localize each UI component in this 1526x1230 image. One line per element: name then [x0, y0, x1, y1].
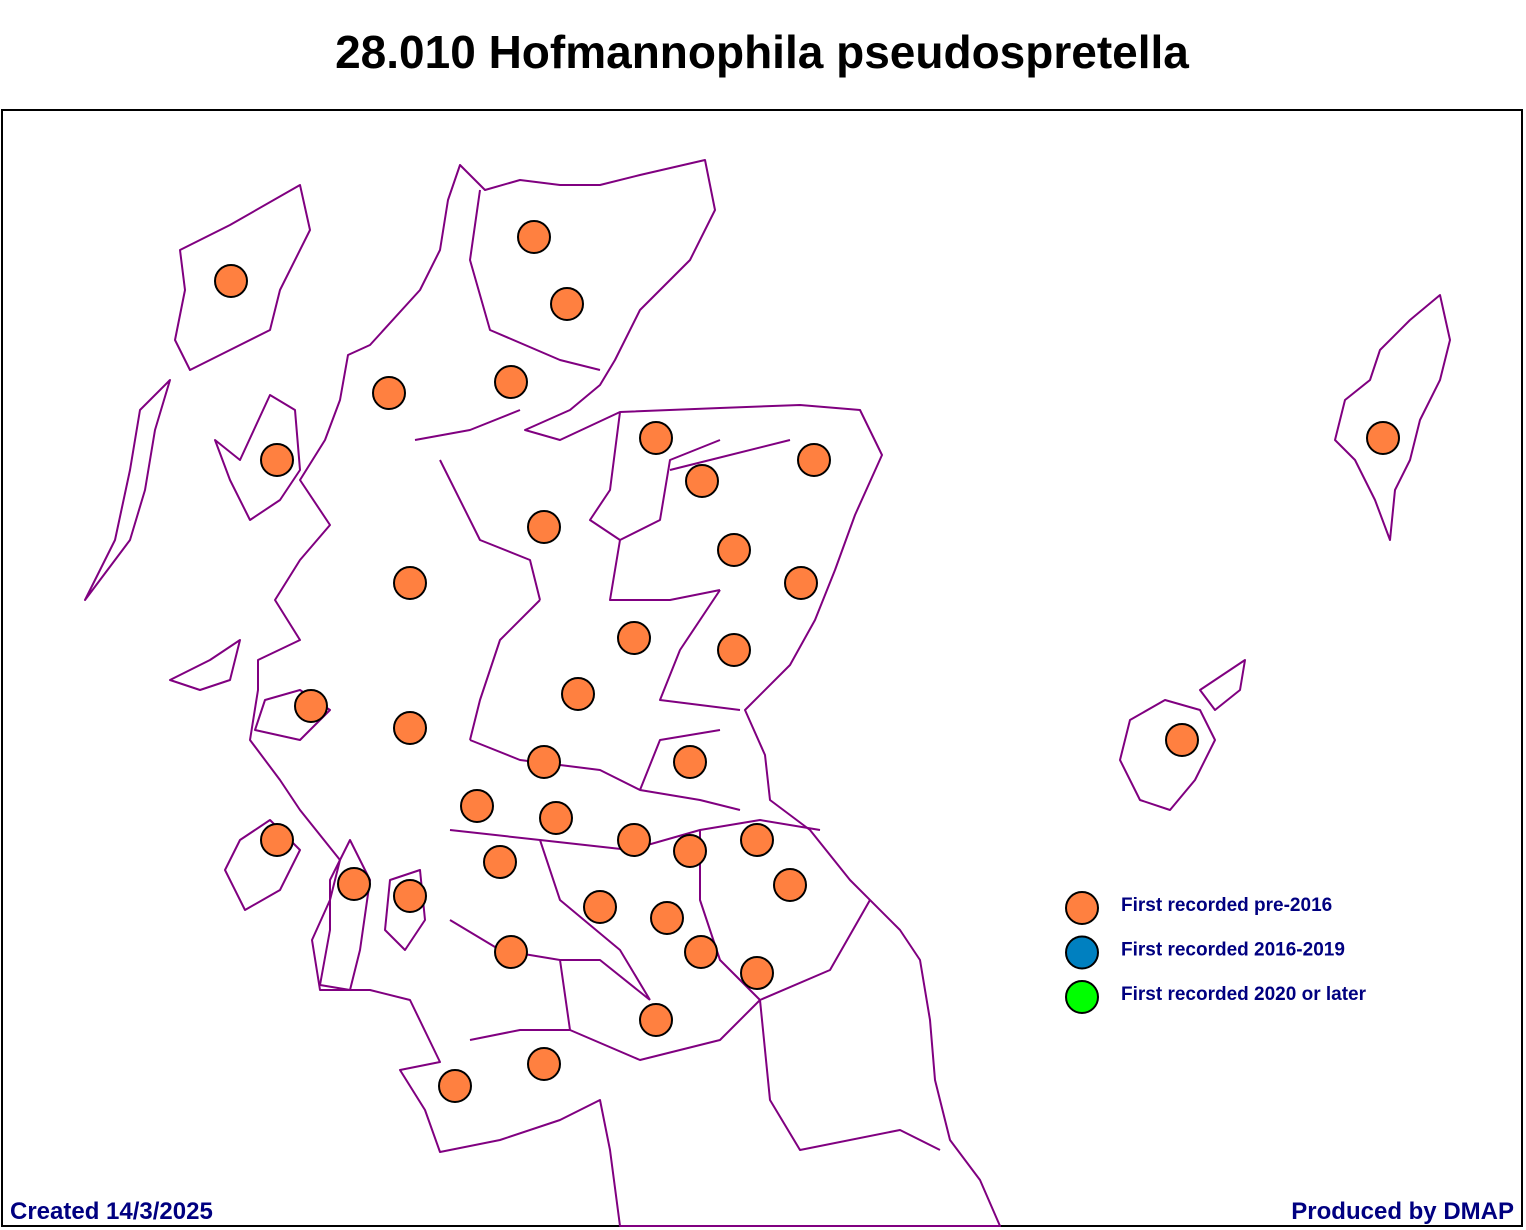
record-dot — [740, 823, 774, 857]
mainland — [249, 159, 1001, 1227]
record-dot — [797, 443, 831, 477]
legend-swatch — [1065, 980, 1099, 1014]
record-dot — [685, 464, 719, 498]
record-dot — [617, 621, 651, 655]
shetland — [1334, 294, 1451, 541]
record-dot — [294, 689, 328, 723]
record-dot — [527, 745, 561, 779]
legend-label: First recorded 2020 or later — [1121, 984, 1367, 1005]
record-dot — [393, 566, 427, 600]
record-dot — [483, 845, 517, 879]
record-dot — [494, 935, 528, 969]
uists — [84, 379, 171, 601]
record-dot — [740, 956, 774, 990]
legend-label: First recorded 2016-2019 — [1121, 940, 1345, 961]
legend-swatch — [1065, 891, 1099, 925]
record-dot — [260, 443, 294, 477]
record-dot — [639, 1003, 673, 1037]
record-dot — [717, 633, 751, 667]
record-dot — [214, 264, 248, 298]
record-dot — [539, 801, 573, 835]
record-dots — [214, 220, 1400, 1103]
record-dot — [337, 867, 371, 901]
record-dot — [673, 834, 707, 868]
map-title: 28.010 Hofmannophila pseudospretella — [335, 26, 1189, 78]
orkney — [1119, 659, 1246, 811]
internal-boundary — [414, 189, 941, 1151]
islay — [224, 819, 301, 911]
record-dot — [684, 935, 718, 969]
record-dot — [494, 365, 528, 399]
record-dot — [617, 823, 651, 857]
record-dot — [773, 868, 807, 902]
record-dot — [517, 220, 551, 254]
coastline — [84, 159, 1451, 1227]
record-dot — [1165, 723, 1199, 757]
lewis-harris — [174, 184, 311, 371]
record-dot — [372, 376, 406, 410]
record-dot — [260, 823, 294, 857]
created-date: Created 14/3/2025 — [10, 1198, 213, 1225]
record-dot — [550, 287, 584, 321]
record-dot — [650, 901, 684, 935]
record-dot — [583, 890, 617, 924]
record-dot — [527, 510, 561, 544]
record-dot — [639, 421, 673, 455]
legend: First recorded pre-2016 First recorded 20… — [1065, 891, 1367, 1014]
legend-label: First recorded pre-2016 — [1121, 895, 1332, 916]
kintyre-arran — [319, 839, 426, 991]
skye — [214, 394, 301, 521]
legend-swatch — [1065, 935, 1099, 970]
record-dot — [561, 677, 595, 711]
record-dot — [393, 711, 427, 745]
record-dot — [393, 879, 427, 913]
record-dot — [460, 789, 494, 823]
producer: Produced by DMAP — [1291, 1198, 1514, 1225]
record-dot — [673, 745, 707, 779]
record-dot — [1366, 421, 1400, 455]
mull — [169, 639, 331, 741]
record-dot — [438, 1069, 472, 1103]
record-dot — [784, 566, 818, 600]
record-dot — [717, 533, 751, 567]
record-dot — [527, 1047, 561, 1081]
